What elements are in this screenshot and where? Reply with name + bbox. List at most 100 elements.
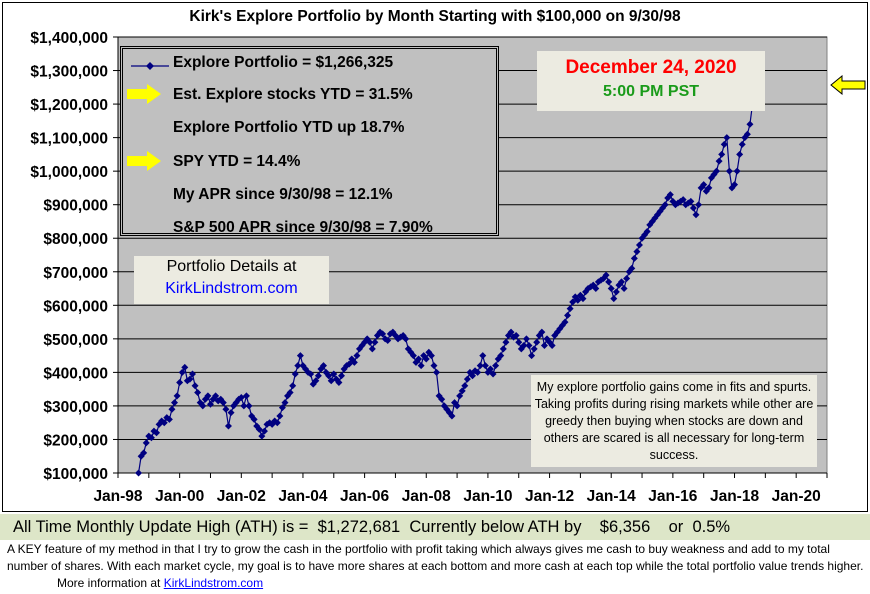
data-point (489, 370, 497, 378)
data-point (623, 274, 631, 282)
data-point (245, 402, 253, 410)
data-point (219, 399, 227, 407)
data-point (540, 342, 548, 350)
data-point (135, 469, 143, 477)
data-point (448, 412, 456, 420)
y-tick-label: $1,300,000 (30, 64, 108, 81)
data-point (147, 434, 155, 442)
x-tick-label: Jan-02 (217, 488, 266, 505)
ath-value: $1,272,681 (317, 518, 401, 536)
data-point (199, 402, 207, 410)
strategy-note: My explore portfolio gains come in fits … (531, 375, 817, 467)
data-point (579, 295, 587, 303)
data-point (736, 150, 744, 158)
data-point (273, 419, 281, 427)
below-ath-pct: 0.5% (692, 518, 731, 536)
data-point (720, 140, 728, 148)
legend-row-portfolio-ytd: Explore Portfolio YTD up 18.7% (173, 119, 405, 136)
x-tick-label: Jan-04 (278, 488, 327, 505)
data-point (165, 415, 173, 423)
data-point (738, 140, 746, 148)
data-point (422, 355, 430, 363)
data-point (294, 362, 302, 370)
data-point (191, 382, 199, 390)
data-point (564, 311, 572, 319)
data-point (633, 248, 641, 256)
data-point (499, 345, 507, 353)
update-time: 5:00 PM PST (602, 83, 700, 100)
yellow-arrow-icon (127, 151, 161, 171)
x-tick-label: Jan-20 (772, 488, 821, 505)
data-point (188, 370, 196, 378)
y-tick-label: $600,000 (43, 298, 108, 315)
data-point (486, 365, 494, 373)
data-point (620, 285, 628, 293)
data-point (723, 134, 731, 142)
data-point (427, 352, 435, 360)
legend-row-sp500-apr: S&P 500 APR since 9/30/98 = 7.90% (173, 219, 433, 236)
data-point (384, 337, 392, 345)
data-point (592, 285, 600, 293)
portfolio-details-box: Portfolio Details at KirkLindstrom.com (134, 256, 329, 304)
data-point (291, 370, 299, 378)
data-point (366, 338, 374, 346)
x-tick-label: Jan-18 (710, 488, 759, 505)
x-tick-label: Jan-00 (155, 488, 204, 505)
legend-series-label: Explore Portfolio = $1,266,325 (173, 54, 394, 71)
data-point (224, 422, 232, 430)
data-point (250, 415, 258, 423)
data-point (168, 405, 176, 413)
data-point (430, 362, 438, 370)
data-point (186, 375, 194, 383)
data-point (687, 197, 695, 205)
data-point (281, 399, 289, 407)
data-point (607, 285, 615, 293)
y-tick-label: $300,000 (43, 399, 108, 416)
legend-series-marker-icon (131, 62, 169, 70)
data-point (492, 362, 500, 370)
data-point (176, 378, 184, 386)
data-point (566, 305, 574, 313)
data-point (453, 402, 461, 410)
y-tick-label: $200,000 (43, 432, 108, 449)
data-point (497, 352, 505, 360)
data-point (350, 358, 358, 366)
data-point (402, 335, 410, 343)
data-point (628, 264, 636, 272)
data-point (415, 355, 423, 363)
data-point (692, 211, 700, 219)
data-point (476, 362, 484, 370)
more-info-label: More information at (57, 576, 161, 590)
data-point (379, 330, 387, 338)
footer-text: A KEY feature of my method in that I try… (7, 541, 867, 592)
data-point (661, 201, 669, 209)
x-tick-label: Jan-10 (463, 488, 512, 505)
y-tick-label: $1,200,000 (30, 97, 108, 114)
data-point (171, 399, 179, 407)
details-link[interactable]: KirkLindstrom.com (165, 280, 298, 297)
data-point (689, 204, 697, 212)
y-tick-label: $1,100,000 (30, 131, 108, 148)
data-point (181, 363, 189, 371)
data-point (240, 402, 248, 410)
x-tick-label: Jan-06 (340, 488, 389, 505)
data-point (512, 331, 520, 339)
data-point (522, 335, 530, 343)
x-tick-label: Jan-98 (93, 488, 142, 505)
data-point (204, 392, 212, 400)
data-point (533, 338, 541, 346)
legend-row-stocks-ytd: Est. Explore stocks YTD = 31.5% (173, 86, 413, 103)
data-point (227, 409, 235, 417)
footer-link[interactable]: KirkLindstrom.com (163, 576, 264, 590)
x-tick-label: Jan-08 (402, 488, 451, 505)
data-point (643, 228, 651, 236)
legend-row-spy-ytd: SPY YTD = 14.4% (173, 153, 301, 170)
series-explore-portfolio (135, 78, 759, 477)
data-point (474, 368, 482, 376)
ath-label: All Time Monthly Update High (ATH) is = (13, 518, 309, 536)
data-point (330, 370, 338, 378)
data-point (481, 362, 489, 370)
data-point (438, 395, 446, 403)
y-tick-label: $900,000 (43, 198, 108, 215)
data-point (433, 368, 441, 376)
